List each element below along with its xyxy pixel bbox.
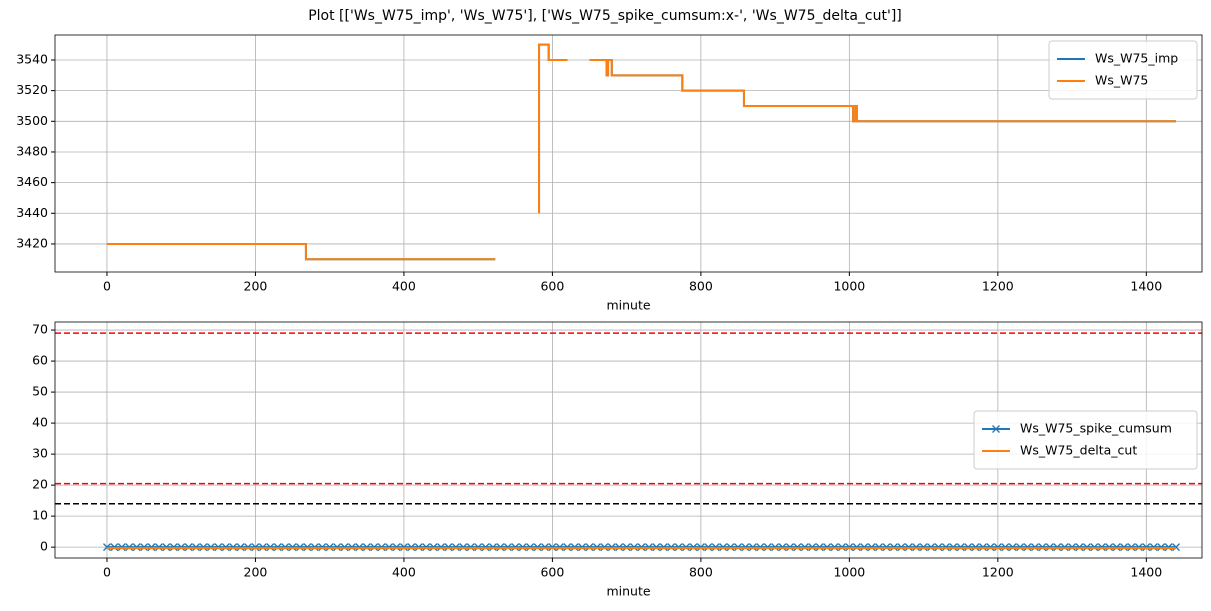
y-tick-label: 3440 — [16, 205, 48, 220]
y-tick-label: 50 — [32, 384, 48, 399]
legend: Ws_W75_spike_cumsum Ws_W75_delta_cut — [973, 410, 1198, 470]
axes-frame — [54, 34, 1203, 273]
plot-area: 0 200 400 600 800 1000 1200 1400 3420 3440 3460 348… — [16, 34, 1203, 313]
y-tick-label: 3520 — [16, 82, 48, 97]
x-tick-label: 1000 — [833, 279, 865, 294]
y-tick-label: 3480 — [16, 143, 48, 158]
legend-marker — [992, 425, 1000, 433]
x-tick-label: 600 — [540, 279, 564, 294]
x-tick-label: 400 — [392, 279, 416, 294]
y-tick-label: 60 — [32, 353, 48, 368]
series-group — [55, 332, 1202, 552]
x-tick-label: 0 — [103, 565, 111, 580]
legend-label: Ws_W75 — [1095, 73, 1148, 88]
x-tick-label: 600 — [540, 565, 564, 580]
x-tick-label: 1200 — [982, 565, 1014, 580]
y-tick-label: 3460 — [16, 174, 48, 189]
legend-label: Ws_W75_spike_cumsum — [1020, 421, 1172, 436]
axes-frame — [54, 321, 1203, 559]
legend-label: Ws_W75_imp — [1095, 51, 1178, 66]
plot-area: 0 200 400 600 800 1000 1200 1400 0 10 20 30 40 50 60 70… — [32, 321, 1203, 599]
y-tick-label: 10 — [32, 508, 48, 523]
x-tick-label: 0 — [103, 279, 111, 294]
x-tick-label: 800 — [689, 279, 713, 294]
legend-box — [973, 410, 1198, 470]
x-tick-label: 1400 — [1130, 565, 1162, 580]
y-tick-label: 70 — [32, 322, 48, 337]
y-tick-label: 30 — [32, 446, 48, 461]
y-tick-label: 0 — [40, 539, 48, 554]
x-tick-label: 1200 — [982, 279, 1014, 294]
x-tick-label: 1000 — [833, 565, 865, 580]
x-axis-label: minute — [606, 298, 650, 313]
figure-title: Plot [['Ws_W75_imp', 'Ws_W75'], ['Ws_W75… — [308, 8, 902, 24]
x-tick-label: 200 — [244, 565, 268, 580]
legend-box — [1048, 40, 1198, 100]
y-tick-label: 3420 — [16, 235, 48, 250]
y-tick-label: 3540 — [16, 51, 48, 66]
x-tick-label: 1400 — [1130, 279, 1162, 294]
x-axis-label: minute — [606, 584, 650, 599]
legend: Ws_W75_imp Ws_W75 — [1048, 40, 1198, 100]
legend-label: Ws_W75_delta_cut — [1020, 443, 1137, 458]
marker — [103, 543, 111, 552]
x-tick-label: 200 — [244, 279, 268, 294]
y-tick-label: 20 — [32, 477, 48, 492]
series-group — [106, 43, 1177, 261]
x-tick-label: 400 — [392, 565, 416, 580]
x-tick-label: 800 — [689, 565, 713, 580]
y-tick-label: 3500 — [16, 113, 48, 128]
series-line — [106, 43, 1177, 261]
y-tick-label: 40 — [32, 415, 48, 430]
